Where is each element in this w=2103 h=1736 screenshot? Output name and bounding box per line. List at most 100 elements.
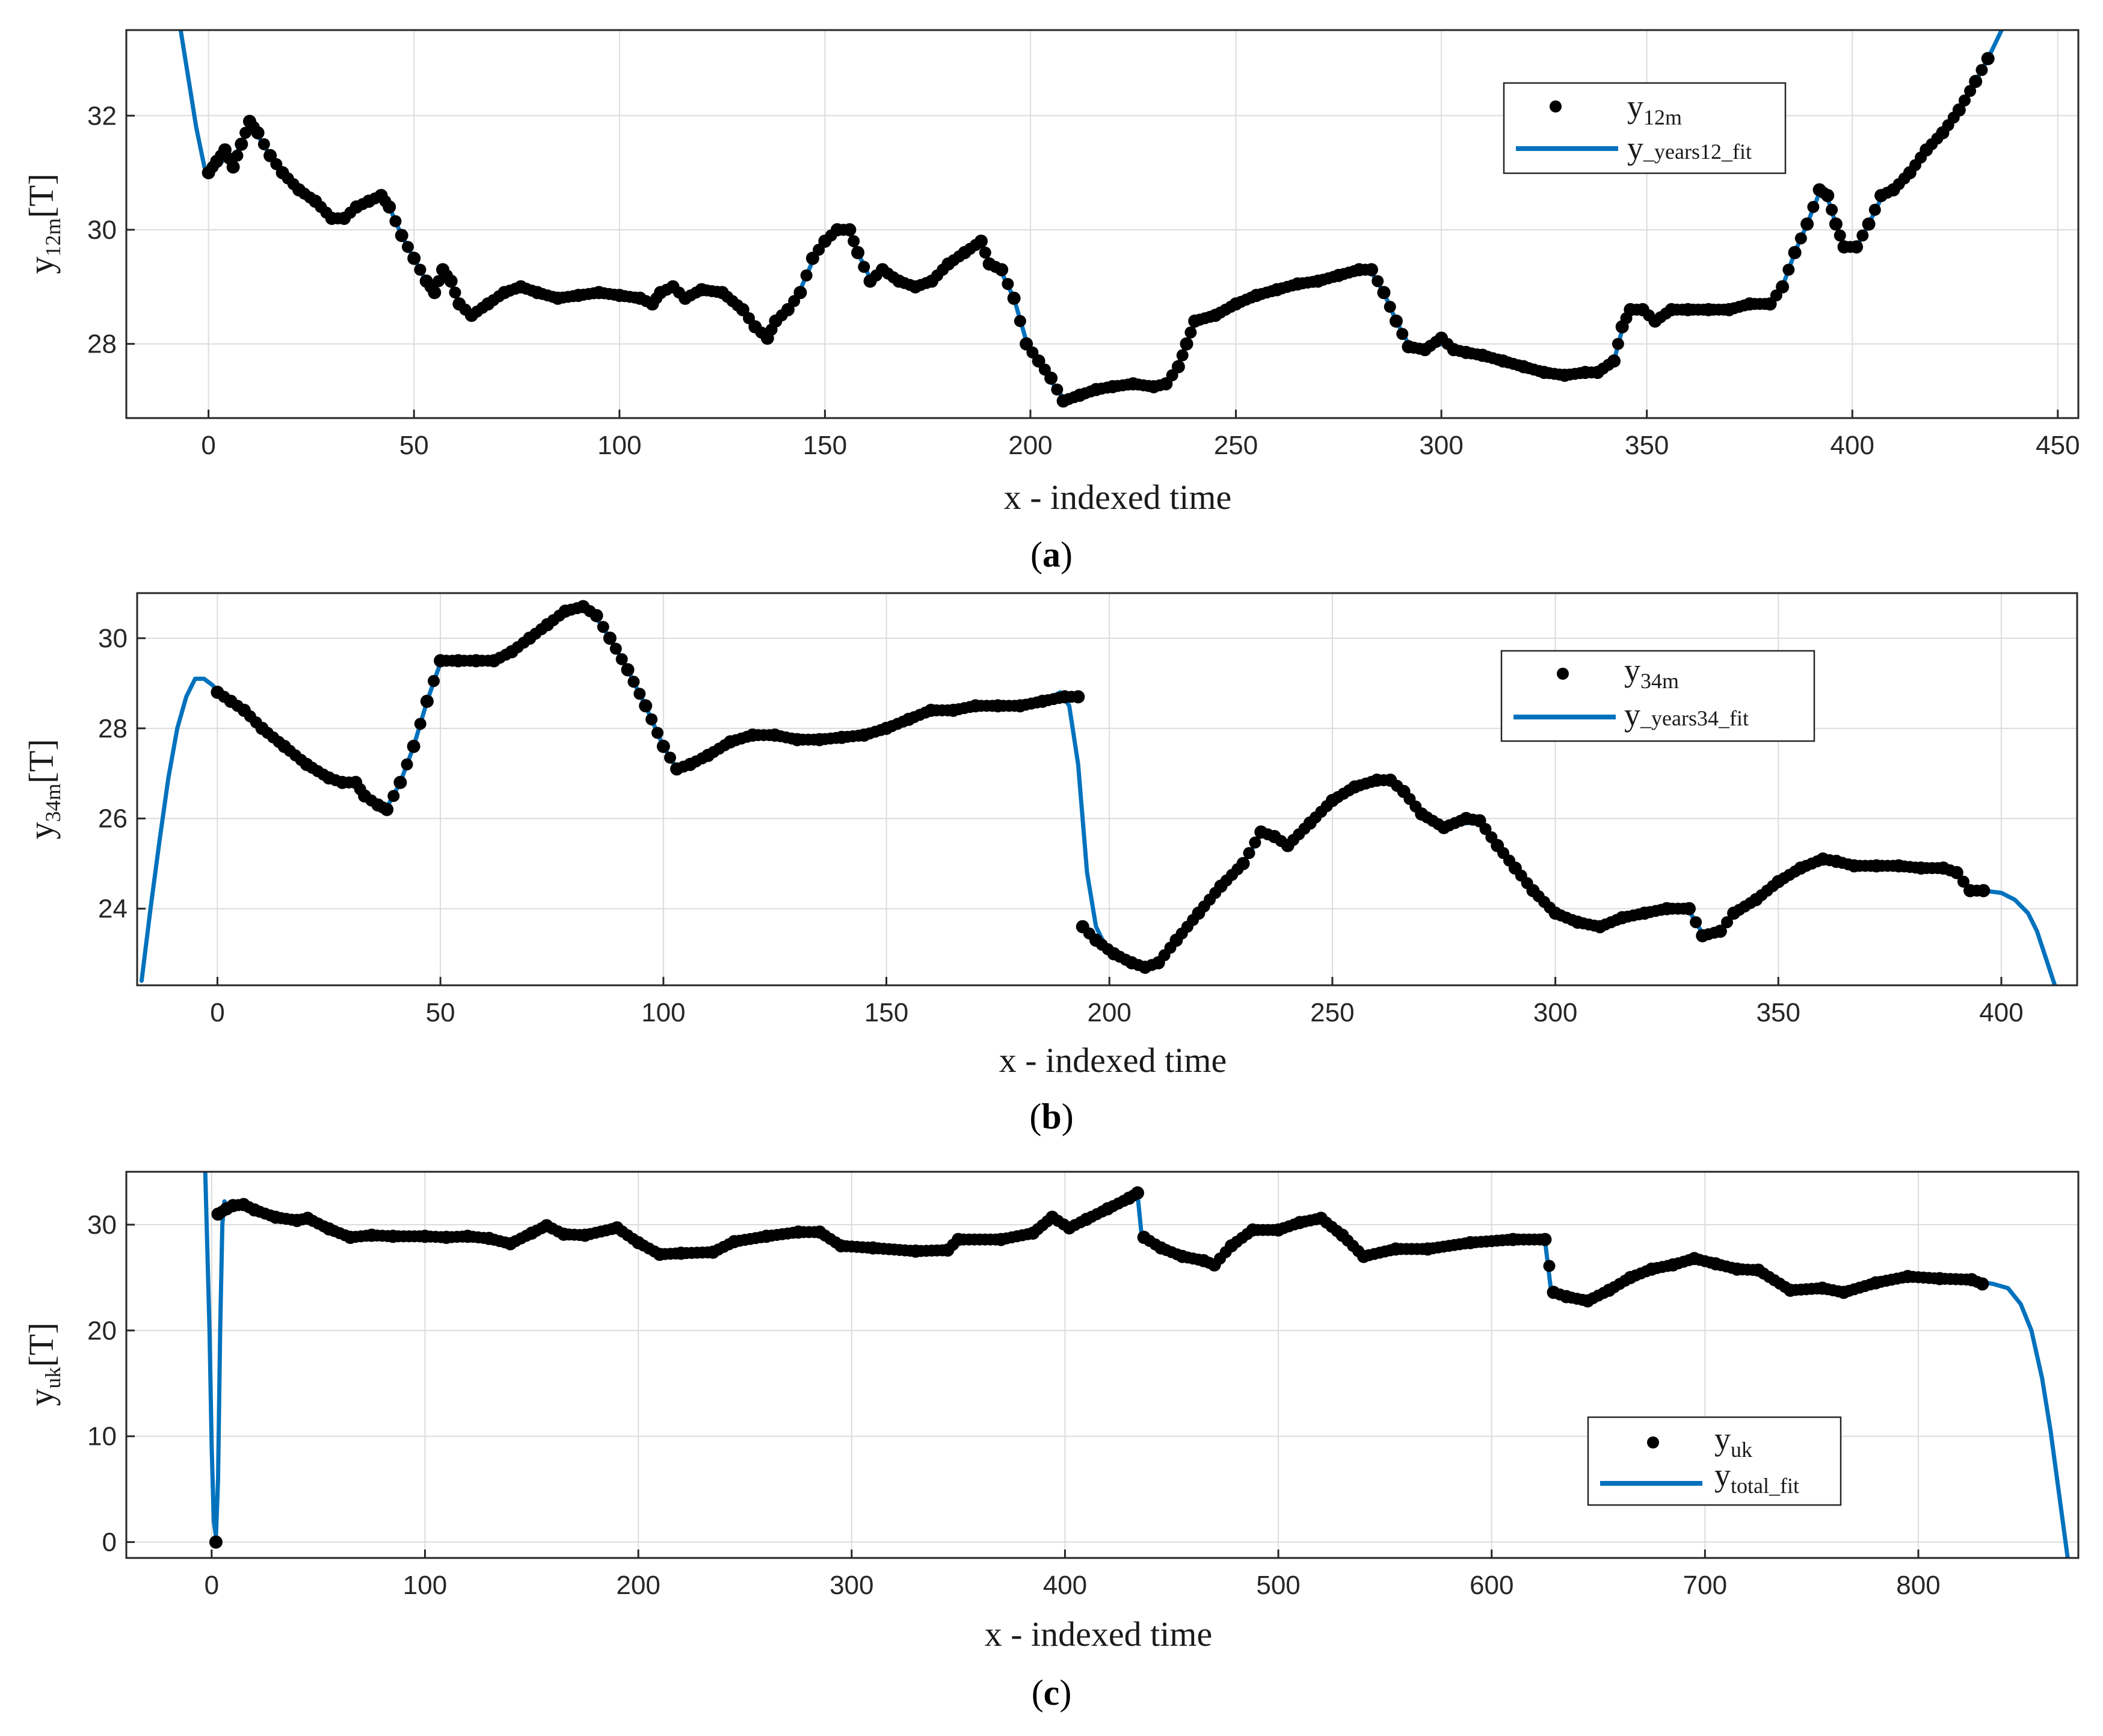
data-points-c bbox=[209, 1186, 1989, 1549]
y-axis-label-c: yuk[T] bbox=[22, 1322, 65, 1406]
data-point bbox=[843, 223, 857, 236]
data-point bbox=[209, 1535, 223, 1549]
data-point bbox=[1794, 232, 1807, 245]
data-point bbox=[1862, 217, 1876, 231]
data-point bbox=[1981, 52, 1995, 66]
data-point bbox=[257, 138, 270, 150]
caption-c: (c) bbox=[1032, 1673, 1072, 1713]
legend-data-main-b: y bbox=[1624, 652, 1640, 688]
x-tick-label: 250 bbox=[1310, 998, 1354, 1027]
data-point bbox=[1131, 1186, 1145, 1200]
x-tick-label: 0 bbox=[201, 431, 215, 460]
legend-a: y12m y_years12_fit bbox=[1503, 82, 1787, 174]
data-point bbox=[974, 234, 988, 248]
legend-label-data-c: yuk bbox=[1714, 1421, 1752, 1462]
data-point bbox=[428, 286, 442, 300]
fit-curve-a bbox=[178, 30, 2004, 401]
data-point bbox=[621, 663, 635, 677]
legend-marker-data-c bbox=[1647, 1436, 1659, 1448]
data-point bbox=[1782, 263, 1795, 276]
data-point bbox=[414, 718, 426, 730]
data-point bbox=[1171, 360, 1185, 374]
x-tick-label: 200 bbox=[616, 1571, 660, 1600]
data-point bbox=[1071, 690, 1085, 704]
data-point bbox=[401, 758, 413, 771]
legend-fit-sub-b: _years34_fit bbox=[1640, 706, 1749, 730]
y-tick-label: 24 bbox=[98, 894, 128, 924]
data-point bbox=[1364, 263, 1378, 277]
data-point bbox=[420, 694, 434, 708]
data-points-a bbox=[202, 52, 1995, 408]
x-tick-labels-b: 0 50 100 150 200 250 300 350 400 bbox=[210, 977, 2024, 1027]
legend-data-sub-c: uk bbox=[1731, 1438, 1752, 1462]
data-point bbox=[627, 676, 640, 688]
x-tick-labels-a: 0 50 100 150 200 250 300 350 400 450 bbox=[201, 410, 2080, 460]
legend-c: yuk ytotal_fit bbox=[1587, 1416, 1842, 1506]
data-point bbox=[651, 727, 664, 739]
y-axis-label-sub-a: 12m bbox=[41, 218, 65, 257]
x-tick-labels-c: 0 100 200 300 400 500 600 700 800 bbox=[205, 1550, 1941, 1600]
y-tick-label: 0 bbox=[102, 1528, 117, 1557]
data-point bbox=[1776, 280, 1790, 294]
x-tick-label: 350 bbox=[1757, 998, 1800, 1027]
data-point bbox=[1607, 354, 1621, 368]
data-point bbox=[1372, 275, 1384, 288]
legend-marker-data-b bbox=[1557, 668, 1569, 680]
x-tick-label: 150 bbox=[864, 998, 908, 1027]
data-point bbox=[1243, 847, 1255, 860]
legend-box-b bbox=[1500, 650, 1815, 742]
y-axis-label-a: y12m[T] bbox=[22, 173, 65, 274]
data-point bbox=[858, 260, 870, 273]
x-tick-label: 500 bbox=[1256, 1571, 1300, 1600]
axes-box-b bbox=[136, 592, 2078, 987]
x-tick-label: 200 bbox=[1008, 431, 1052, 460]
fit-line bbox=[178, 30, 2004, 401]
axes-box-c bbox=[125, 1171, 2080, 1559]
data-point bbox=[1377, 286, 1391, 300]
x-tick-label: 100 bbox=[641, 998, 685, 1027]
data-point bbox=[389, 215, 402, 227]
data-point bbox=[664, 751, 676, 764]
legend-fit-main-a: y bbox=[1627, 130, 1643, 166]
data-point bbox=[1829, 217, 1843, 231]
data-point bbox=[1479, 823, 1492, 836]
x-axis-label-a: x - indexed time bbox=[1004, 478, 1232, 517]
data-point bbox=[1950, 866, 1963, 879]
y-tick-labels-a: 28 30 32 bbox=[87, 101, 135, 359]
data-point bbox=[1051, 383, 1064, 396]
legend-box-c bbox=[1587, 1416, 1842, 1506]
x-tick-label: 50 bbox=[399, 431, 429, 460]
legend-b: y34m y_years34_fit bbox=[1500, 650, 1815, 742]
x-tick-label: 100 bbox=[403, 1571, 447, 1600]
data-point bbox=[428, 675, 440, 688]
x-tick-label: 400 bbox=[1831, 431, 1874, 460]
x-axis-label-b: x - indexed time bbox=[999, 1041, 1227, 1080]
x-tick-label: 100 bbox=[597, 431, 641, 460]
data-point bbox=[1690, 916, 1702, 929]
data-point bbox=[1721, 916, 1734, 929]
x-tick-label: 300 bbox=[830, 1571, 873, 1600]
y-axis-label-sub-b: 34m bbox=[41, 784, 65, 822]
x-tick-label: 600 bbox=[1470, 1571, 1513, 1600]
data-point bbox=[1788, 245, 1802, 259]
data-point bbox=[979, 246, 991, 259]
data-point bbox=[1180, 337, 1193, 351]
y-tick-label: 26 bbox=[98, 804, 128, 834]
caption-letter-a: a bbox=[1042, 535, 1061, 574]
data-point bbox=[1821, 189, 1835, 203]
legend-label-fit-a: y_years12_fit bbox=[1627, 130, 1752, 166]
legend-fit-sub-c: total_fit bbox=[1731, 1474, 1799, 1498]
data-points-b bbox=[211, 600, 1991, 974]
data-point bbox=[639, 699, 653, 713]
data-point bbox=[615, 653, 628, 665]
data-point bbox=[1713, 925, 1727, 938]
data-point bbox=[793, 286, 807, 300]
data-point bbox=[1543, 1260, 1556, 1272]
data-point bbox=[395, 229, 408, 242]
chart-panel-a: 0 50 100 150 200 250 300 350 400 450 28 30 32 x - i… bbox=[22, 29, 2080, 574]
data-point bbox=[1683, 902, 1696, 916]
data-point bbox=[393, 775, 407, 789]
legend-label-fit-c: ytotal_fit bbox=[1714, 1457, 1799, 1498]
x-tick-label: 400 bbox=[1979, 998, 2023, 1027]
data-point bbox=[1977, 884, 1991, 897]
